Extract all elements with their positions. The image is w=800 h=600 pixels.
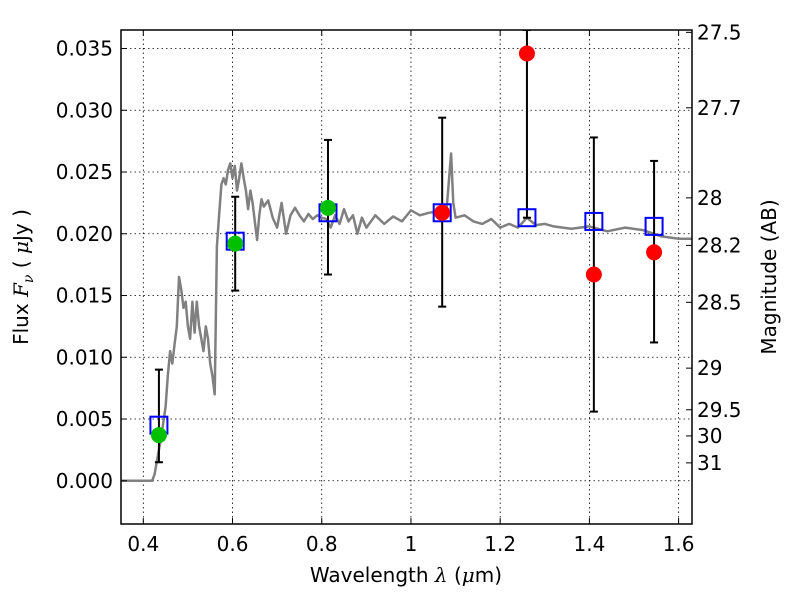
model-photometry-square	[584, 211, 604, 231]
x-tick-labels: 0.4 0.6 0.8 1 1.2 1.4 1.6	[127, 532, 694, 556]
plot-frame	[120, 29, 693, 525]
y-tick-labels: 0.000 0.005 0.010 0.015 0.020 0.025 0.030 0.035	[56, 37, 113, 493]
observed-photometry-point	[227, 235, 244, 252]
model-photometry-square	[644, 216, 664, 236]
y-tick-label: 0.000	[56, 469, 113, 493]
y2-tick-label: 30	[697, 424, 722, 448]
x-tick-label: 0.4	[127, 532, 159, 556]
x-tick-label: 1.4	[573, 532, 605, 556]
y-tick-label: 0.025	[56, 160, 113, 184]
observed-photometry-point	[150, 427, 167, 444]
y2-tick-label: 28.5	[697, 290, 742, 314]
observed-photometry-point	[434, 204, 451, 221]
y2-tick-label: 29.5	[697, 398, 742, 422]
y2-tick-label: 28	[697, 186, 722, 210]
x-tick-label: 0.8	[306, 532, 338, 556]
y2-axis-label: Magnitude (AB)	[757, 199, 781, 354]
observed-photometry-point	[585, 266, 602, 283]
model-spectrum-line	[121, 152, 692, 483]
y-tick-label: 0.030	[56, 98, 113, 122]
observed-photometry-points	[150, 45, 663, 444]
y2-tick-label: 27.5	[697, 20, 742, 44]
y-tick-label: 0.015	[56, 284, 113, 308]
x-axis-label: Wavelength λ (μm)	[310, 563, 502, 587]
y2-tick-labels: 27.5 27.7 28 28.2 28.5 29 29.530 31	[697, 20, 742, 475]
y-axis-label: Flux Fν ( μJy )	[9, 209, 37, 345]
x-tick-label: 0.6	[217, 532, 249, 556]
x-tick-label: 1	[405, 532, 418, 556]
y-tick-label: 0.005	[56, 407, 113, 431]
model-photometry-squares	[149, 203, 664, 435]
y-tick-label: 0.010	[56, 345, 113, 369]
plot-area	[121, 30, 692, 483]
observed-photometry-point	[319, 199, 336, 216]
y2-tick-label: 28.2	[697, 233, 742, 257]
axis-ticks	[121, 30, 692, 524]
grid	[121, 30, 692, 524]
model-photometry-square	[432, 203, 452, 223]
y-tick-label: 0.020	[56, 222, 113, 246]
y2-tick-label: 31	[697, 451, 722, 475]
observed-photometry-point	[646, 244, 663, 261]
y-tick-label: 0.035	[56, 37, 113, 61]
model-photometry-square	[517, 208, 537, 228]
y2-tick-label: 27.7	[697, 96, 742, 120]
y2-tick-label: 29	[697, 356, 722, 380]
x-tick-label: 1.6	[663, 532, 695, 556]
x-tick-label: 1.2	[484, 532, 516, 556]
observed-photometry-point	[518, 45, 535, 62]
